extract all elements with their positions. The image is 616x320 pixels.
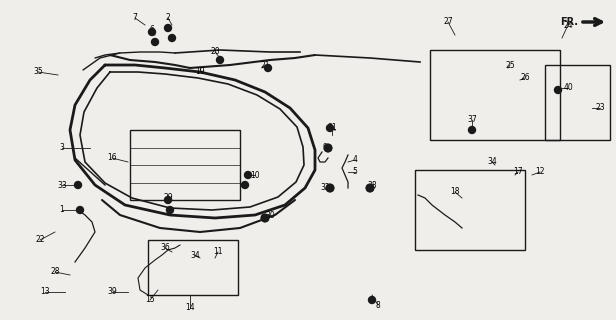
Text: 3: 3 <box>60 143 65 153</box>
Text: 30: 30 <box>265 211 275 220</box>
Text: 40: 40 <box>563 84 573 92</box>
Text: 27: 27 <box>443 18 453 27</box>
Circle shape <box>469 126 476 133</box>
Bar <box>148 240 238 295</box>
Text: 23: 23 <box>595 103 605 113</box>
Text: 16: 16 <box>107 154 117 163</box>
Circle shape <box>326 124 333 132</box>
Circle shape <box>169 35 176 42</box>
Text: 12: 12 <box>535 167 545 177</box>
Text: 15: 15 <box>145 295 155 305</box>
Circle shape <box>76 206 84 213</box>
Text: 8: 8 <box>376 300 380 309</box>
Circle shape <box>148 28 155 36</box>
Text: 1: 1 <box>60 205 65 214</box>
Circle shape <box>75 181 81 188</box>
Text: 5: 5 <box>352 167 357 177</box>
Text: 17: 17 <box>513 167 523 177</box>
Text: 4: 4 <box>352 156 357 164</box>
Circle shape <box>216 57 224 63</box>
Bar <box>415 170 525 250</box>
Text: 37: 37 <box>467 116 477 124</box>
Circle shape <box>164 25 171 31</box>
Text: 20: 20 <box>210 47 220 57</box>
Text: 29: 29 <box>163 194 173 203</box>
Bar <box>545 65 610 140</box>
Circle shape <box>262 214 269 221</box>
Text: 2: 2 <box>166 13 171 22</box>
Text: 6: 6 <box>150 26 155 35</box>
Text: 19: 19 <box>195 68 205 76</box>
Text: 28: 28 <box>51 268 60 276</box>
Text: 10: 10 <box>250 171 260 180</box>
Text: 24: 24 <box>563 20 573 29</box>
Circle shape <box>241 181 248 188</box>
Circle shape <box>264 65 272 71</box>
Text: 7: 7 <box>132 13 137 22</box>
Text: 9: 9 <box>323 143 328 153</box>
Text: 32: 32 <box>320 183 330 193</box>
Text: 35: 35 <box>33 68 43 76</box>
Text: 26: 26 <box>520 74 530 83</box>
Circle shape <box>245 172 251 179</box>
Text: FR.: FR. <box>560 17 578 27</box>
Bar <box>430 50 560 140</box>
Text: 11: 11 <box>213 247 223 257</box>
Text: 21: 21 <box>260 60 270 69</box>
Text: 14: 14 <box>185 303 195 313</box>
Text: 39: 39 <box>107 287 117 297</box>
Text: 33: 33 <box>57 180 67 189</box>
Text: 25: 25 <box>505 60 515 69</box>
Circle shape <box>554 86 562 93</box>
Text: 13: 13 <box>40 287 50 297</box>
Circle shape <box>152 38 158 45</box>
Circle shape <box>164 196 171 204</box>
Text: 34: 34 <box>190 251 200 260</box>
Circle shape <box>368 297 376 303</box>
Text: 18: 18 <box>450 188 460 196</box>
Text: 36: 36 <box>160 244 170 252</box>
Circle shape <box>325 145 331 151</box>
Bar <box>130 130 240 200</box>
Text: 31: 31 <box>327 124 337 132</box>
Circle shape <box>166 206 174 213</box>
Text: 34: 34 <box>487 157 497 166</box>
Circle shape <box>367 185 373 191</box>
Text: 38: 38 <box>367 180 377 189</box>
Circle shape <box>326 185 333 191</box>
Text: 22: 22 <box>35 236 45 244</box>
